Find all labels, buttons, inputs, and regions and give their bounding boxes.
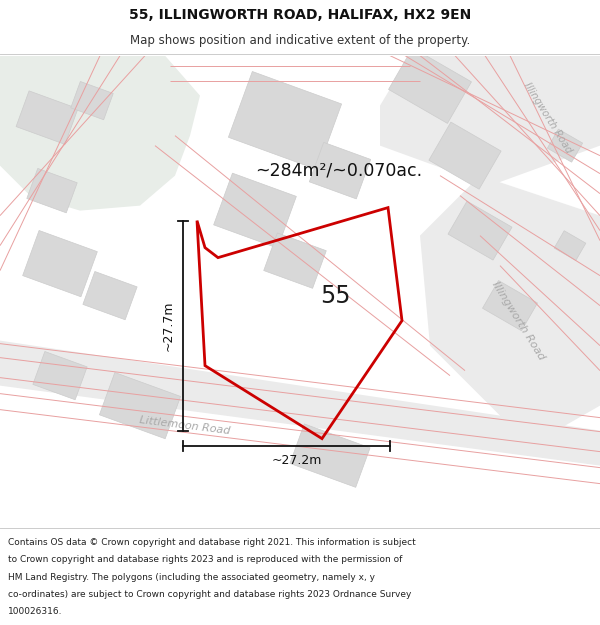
Polygon shape [83, 271, 137, 320]
Polygon shape [229, 71, 341, 170]
Polygon shape [214, 173, 296, 248]
Text: Illingworth Road: Illingworth Road [490, 279, 546, 362]
Polygon shape [547, 129, 583, 162]
Text: 55, ILLINGWORTH ROAD, HALIFAX, HX2 9EN: 55, ILLINGWORTH ROAD, HALIFAX, HX2 9EN [129, 8, 471, 22]
Text: co-ordinates) are subject to Crown copyright and database rights 2023 Ordnance S: co-ordinates) are subject to Crown copyr… [8, 590, 411, 599]
Polygon shape [389, 48, 472, 123]
Text: ~27.2m: ~27.2m [271, 454, 322, 467]
Polygon shape [0, 341, 600, 466]
Polygon shape [554, 231, 586, 261]
Polygon shape [71, 81, 113, 120]
Polygon shape [23, 231, 97, 297]
Text: HM Land Registry. The polygons (including the associated geometry, namely x, y: HM Land Registry. The polygons (includin… [8, 572, 375, 582]
Text: Contains OS data © Crown copyright and database right 2021. This information is : Contains OS data © Crown copyright and d… [8, 538, 416, 547]
Text: to Crown copyright and database rights 2023 and is reproduced with the permissio: to Crown copyright and database rights 2… [8, 556, 402, 564]
Polygon shape [310, 142, 371, 199]
Polygon shape [448, 201, 512, 260]
Polygon shape [420, 176, 600, 446]
Text: ~27.7m: ~27.7m [162, 301, 175, 351]
Polygon shape [100, 372, 181, 439]
Text: 55: 55 [320, 284, 350, 308]
Text: 100026316.: 100026316. [8, 608, 62, 616]
Polygon shape [33, 351, 87, 400]
Polygon shape [429, 122, 501, 189]
Polygon shape [290, 424, 370, 488]
Text: Illingworth Road: Illingworth Road [522, 81, 574, 155]
Text: Map shows position and indicative extent of the property.: Map shows position and indicative extent… [130, 34, 470, 48]
Polygon shape [16, 91, 78, 144]
Text: Littlemoon Road: Littlemoon Road [139, 415, 231, 436]
Polygon shape [482, 281, 538, 331]
Polygon shape [264, 233, 326, 288]
Polygon shape [380, 56, 600, 186]
Polygon shape [27, 168, 77, 213]
Polygon shape [0, 56, 200, 211]
Text: ~284m²/~0.070ac.: ~284m²/~0.070ac. [255, 162, 422, 179]
